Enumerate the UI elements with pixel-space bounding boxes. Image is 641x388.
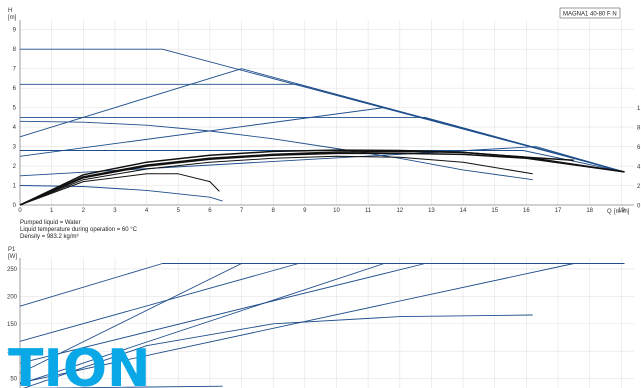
y-tick-label: 5 bbox=[13, 106, 17, 112]
x-tick-label: 10 bbox=[333, 208, 340, 214]
x-tick-label: 8 bbox=[272, 208, 276, 214]
x-tick-label: 0 bbox=[18, 208, 22, 214]
note-pumped-liquid: Pumped liquid = Water bbox=[20, 220, 81, 226]
y-tick-label: 100 bbox=[7, 349, 18, 355]
legend-label: MAGNA1 40-80 F N bbox=[563, 12, 617, 18]
power-curve-line bbox=[19, 263, 242, 374]
power-curve-line bbox=[19, 263, 625, 364]
y-axis-unit-h: [m] bbox=[8, 15, 17, 21]
x-tick-label: 3 bbox=[113, 208, 117, 214]
power-curve-line bbox=[19, 263, 625, 384]
legend-box bbox=[559, 7, 621, 19]
operating-curve-line bbox=[19, 152, 625, 206]
x-tick-label: 16 bbox=[523, 208, 530, 214]
power-curve-line bbox=[19, 263, 625, 342]
x-tick-label: 17 bbox=[555, 208, 562, 214]
y-tick-label: 8 bbox=[13, 47, 17, 53]
x-tick-label: 2 bbox=[82, 208, 86, 214]
x-tick-label: 19 bbox=[618, 208, 625, 214]
power-curve-line bbox=[19, 385, 223, 388]
pump-curve-line bbox=[20, 150, 625, 173]
note-liquid-temperature: Liquid temperature during operation = 60… bbox=[20, 227, 138, 233]
y-axis-unit-p1: [W] bbox=[8, 254, 17, 260]
y-tick-label: 3 bbox=[13, 145, 17, 151]
right-axis-tick-label: 0 bbox=[637, 204, 641, 210]
pump-curve-line bbox=[19, 120, 533, 181]
x-tick-label: 11 bbox=[365, 208, 372, 214]
right-axis-tick-label: 2 bbox=[637, 184, 641, 190]
operating-curve-line bbox=[19, 173, 220, 206]
x-axis-unit: [m³/h] bbox=[614, 209, 630, 215]
power-curve-line bbox=[19, 263, 385, 385]
y-axis-label-h: H bbox=[8, 8, 12, 14]
y-tick-label: 1 bbox=[13, 184, 17, 190]
y-tick-label: 7 bbox=[13, 67, 17, 73]
y-tick-label: 250 bbox=[7, 267, 18, 273]
power-curve-line bbox=[22, 314, 533, 388]
y-tick-label: 2 bbox=[13, 164, 17, 170]
right-axis-tick-label: 6 bbox=[637, 145, 641, 151]
x-tick-label: 6 bbox=[208, 208, 212, 214]
x-tick-label: 13 bbox=[428, 208, 435, 214]
note-density: Density = 983.2 kg/m³ bbox=[20, 234, 79, 240]
y-tick-label: 6 bbox=[13, 86, 17, 92]
y-tick-label: 150 bbox=[7, 322, 18, 328]
x-tick-label: 9 bbox=[303, 208, 307, 214]
operating-curve-line bbox=[19, 150, 574, 206]
right-axis-tick-label: 4 bbox=[637, 165, 641, 171]
y-tick-label: 4 bbox=[13, 125, 17, 131]
power-flow-panel: 50 100 150 200 250 bbox=[7, 258, 634, 388]
y-tick-label: 200 bbox=[7, 294, 18, 300]
x-tick-label: 15 bbox=[491, 208, 498, 214]
x-axis-label: Q bbox=[607, 209, 612, 215]
x-tick-label: 7 bbox=[240, 208, 244, 214]
y-axis-label-p1: P1 bbox=[8, 247, 16, 253]
x-tick-label: 18 bbox=[586, 208, 593, 214]
y-tick-label: 50 bbox=[10, 377, 17, 383]
x-tick-label: 14 bbox=[460, 208, 467, 214]
x-tick-label: 4 bbox=[145, 208, 149, 214]
x-tick-label: 5 bbox=[177, 208, 181, 214]
head-flow-panel: 0 1 2 3 4 5 6 7 8 9 10 11 12 13 14 15 16 17 18 190123456789… bbox=[13, 20, 641, 214]
watermark-text: TION bbox=[8, 339, 151, 388]
y-tick-label: 0 bbox=[13, 203, 17, 209]
operating-curve-line bbox=[19, 155, 533, 206]
x-tick-label: 12 bbox=[396, 208, 403, 214]
pump-curve-line bbox=[19, 146, 625, 177]
pump-curve-line bbox=[20, 116, 625, 173]
right-axis-tick-label: 8 bbox=[637, 126, 641, 132]
power-curve-line bbox=[19, 263, 625, 307]
right-axis-tick-label: 1 bbox=[637, 106, 641, 112]
x-tick-label: 1 bbox=[50, 208, 54, 214]
y-tick-label: 9 bbox=[13, 28, 17, 34]
pump-curve-line bbox=[19, 107, 625, 173]
